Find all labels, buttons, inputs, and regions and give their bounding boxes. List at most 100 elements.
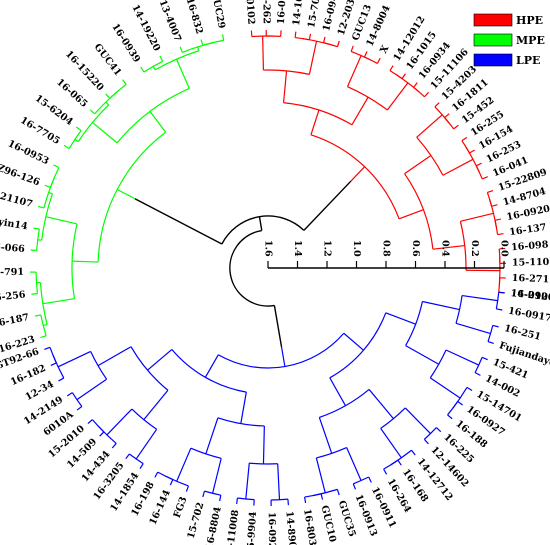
leaf-branch	[487, 340, 494, 345]
leaf-branch	[350, 45, 354, 52]
leaf-label: 16-137	[509, 222, 548, 238]
clade-branch	[97, 346, 132, 367]
leaf-branch	[491, 204, 498, 207]
leaf-branch	[202, 490, 206, 498]
clade-branch	[310, 109, 320, 135]
leaf-label: 15-1103	[512, 257, 550, 269]
clade-arc	[380, 407, 406, 429]
clade-branch	[92, 122, 118, 144]
leaf-branch	[466, 386, 473, 391]
clade-branch	[385, 312, 416, 325]
backbone-branch	[303, 180, 352, 231]
leaf-label: 16-256	[0, 289, 26, 304]
clade-arc	[434, 106, 450, 124]
clade-arc	[302, 37, 331, 46]
clade-branch	[147, 349, 173, 371]
clade-arc	[353, 476, 369, 485]
clade-arc	[474, 357, 483, 373]
clade-arc	[487, 325, 494, 342]
backbone-branch	[134, 198, 223, 245]
leaf-label: 13-11008	[224, 509, 242, 545]
clade-arc	[347, 86, 388, 111]
scale-tick-label: 1.2	[322, 240, 333, 257]
leaf-branch	[474, 372, 481, 376]
clade-arc	[329, 312, 387, 379]
clade-branch	[308, 41, 318, 75]
leaf-branch	[50, 362, 57, 366]
leaf-branch	[122, 79, 127, 85]
leaf-label: 14-21107	[0, 186, 34, 210]
leaf-branch	[44, 346, 51, 350]
leaf-branch	[287, 499, 290, 506]
clade-branch	[116, 188, 136, 200]
clade-arc	[429, 349, 447, 379]
clade-arc	[498, 256, 501, 286]
scale-tick-label: 1.0	[351, 240, 362, 257]
distance-scale: 1.6 1.4 1.2 1.0 0.8 0.6 0.4 0.2 0.0	[263, 240, 510, 269]
leaf-branch	[304, 496, 307, 504]
leaf-label: 16-066	[0, 241, 25, 255]
leaf-label: 16-803	[301, 508, 318, 545]
scale-tick-label: 1.6	[263, 240, 274, 257]
legend-swatch	[473, 33, 513, 47]
legend-label: MPE	[516, 34, 545, 47]
leaf-branch	[154, 471, 159, 478]
leaf-branch	[140, 66, 145, 73]
leaf-branch	[58, 377, 65, 382]
leaf-branch	[294, 31, 297, 38]
leaf-branch	[481, 356, 488, 361]
clade-branch	[240, 392, 247, 424]
clade-branch	[346, 55, 362, 87]
leaf-branch	[31, 292, 38, 295]
clade-branch	[212, 458, 222, 494]
leaf-label: 15-791	[0, 267, 24, 279]
leaf-label: 15-6204	[33, 93, 75, 128]
leaf-label: GUC35	[336, 499, 358, 538]
leaf-branch	[37, 205, 45, 209]
clade-arc	[390, 449, 412, 466]
scale-tick-label: 0.8	[381, 240, 392, 257]
clade-branch	[135, 428, 158, 460]
leaf-branch	[322, 36, 326, 43]
scale-tick-label: 0.4	[440, 240, 451, 257]
scale-tick-label: 0.6	[410, 240, 421, 257]
clade-branch	[197, 46, 200, 51]
leaf-label: FG3	[172, 495, 190, 519]
clade-branch	[72, 260, 99, 263]
leaf-branch	[139, 463, 144, 469]
legend: HPE MPE LPE	[473, 13, 545, 67]
clade-branch	[45, 216, 78, 225]
leaf-branch	[397, 459, 402, 466]
leaf-label: GUC29	[209, 0, 227, 30]
clade-branch	[149, 111, 167, 133]
clade-branch	[404, 407, 431, 435]
clade-branch	[455, 322, 491, 335]
leaf-branch	[63, 144, 70, 150]
clade-branch	[422, 300, 460, 311]
clade-branch	[429, 377, 461, 399]
clade-arc	[271, 498, 288, 501]
clade-branch	[351, 96, 369, 126]
leaf-branch	[435, 427, 442, 433]
leaf-branch	[469, 149, 476, 154]
clade-branch	[445, 349, 479, 366]
leaf-label: 16-0929	[266, 512, 278, 545]
leaf-branch	[159, 55, 164, 62]
clade-arc	[90, 351, 108, 380]
clade-branch	[368, 389, 394, 420]
clade-branch	[57, 350, 91, 368]
clade-branch	[262, 36, 265, 71]
clade-branch	[380, 428, 402, 459]
clade-branch	[460, 212, 494, 222]
dendrogram-tree	[30, 30, 506, 506]
clade-arc	[204, 490, 221, 496]
legend-swatch	[473, 13, 513, 27]
leaf-branch	[476, 162, 482, 167]
clade-branch	[245, 463, 250, 499]
leaf-branch	[89, 109, 96, 115]
clade-branch	[76, 378, 107, 401]
leaf-branch	[461, 136, 468, 142]
clade-arc	[312, 488, 338, 497]
